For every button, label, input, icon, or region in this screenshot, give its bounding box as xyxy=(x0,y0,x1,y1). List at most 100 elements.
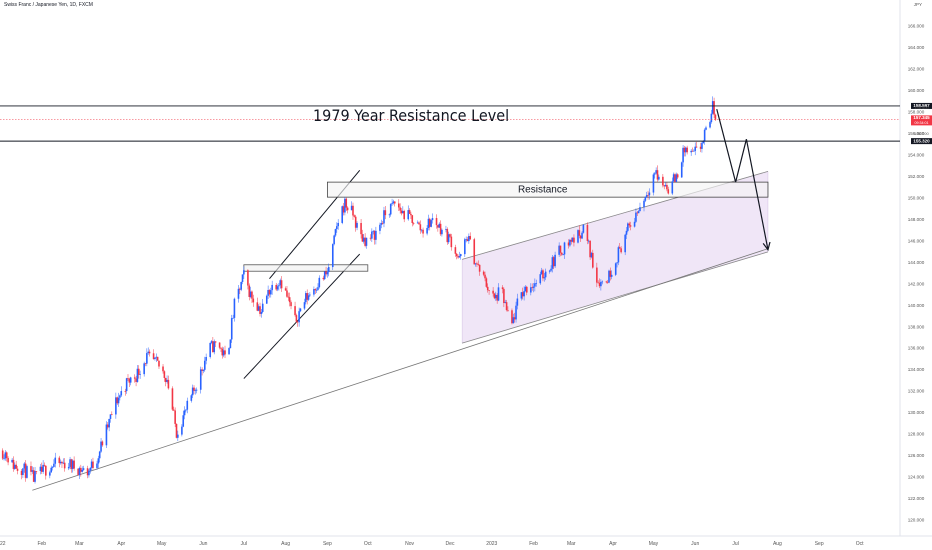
candle-body xyxy=(412,222,415,224)
candle-body xyxy=(173,409,175,411)
candle-body xyxy=(336,226,338,230)
candle-body xyxy=(174,410,176,424)
chart-title: Swiss Franc / Japanese Yen, 1D, FXCM xyxy=(4,2,93,8)
candle-body xyxy=(578,230,581,236)
level-tag-upper xyxy=(911,102,932,109)
candle-body xyxy=(286,290,288,297)
candle-body xyxy=(705,127,707,130)
candle-body xyxy=(699,146,702,149)
candle-body xyxy=(100,441,102,452)
candle-body xyxy=(80,467,82,472)
candle-body xyxy=(428,218,431,227)
candle-body xyxy=(201,369,203,371)
candle-body xyxy=(457,256,459,258)
candle-body xyxy=(372,230,375,232)
candle-body xyxy=(635,212,637,222)
candle-body xyxy=(290,302,292,307)
resistance-level-label: 1979 Year Resistance Level xyxy=(313,106,509,125)
candle-body xyxy=(299,308,302,312)
candle-body xyxy=(620,248,622,253)
candle-body xyxy=(690,150,692,153)
candle-body xyxy=(333,235,335,245)
x-tick-label: Sep xyxy=(815,541,824,547)
candle-body xyxy=(199,369,202,390)
candle-body xyxy=(105,424,108,446)
y-tick-label: 164.000 xyxy=(908,45,925,50)
level-tag-lower xyxy=(911,138,932,145)
small-resistance-box[interactable] xyxy=(243,264,369,272)
candle-body xyxy=(691,150,694,152)
candle-body xyxy=(182,415,185,427)
level-tag-upper-text: 158.597 xyxy=(913,103,930,108)
candle-body xyxy=(354,216,357,228)
candle-body xyxy=(550,268,552,271)
candle-body xyxy=(185,409,187,411)
candle-body xyxy=(108,418,110,428)
candle-body xyxy=(305,293,307,303)
candle-body xyxy=(515,305,517,320)
price-axis[interactable]: 120.000 122.000 124.000 126.000 128.000 130.0… xyxy=(908,24,925,523)
candle-body xyxy=(473,239,476,265)
candle-body xyxy=(31,470,34,472)
candle-body xyxy=(288,297,291,303)
last-price-tag-text: 157.345 xyxy=(913,115,930,120)
candle-body xyxy=(119,395,121,398)
candle-body xyxy=(171,388,174,410)
candle-body xyxy=(683,147,686,153)
projection-arrow[interactable] xyxy=(716,108,771,252)
candle-body xyxy=(275,284,277,290)
y-tick-label: 122.000 xyxy=(908,496,925,501)
candle-body xyxy=(644,196,647,201)
candle-body xyxy=(23,463,26,469)
candle-body xyxy=(468,236,470,242)
candle-body xyxy=(124,391,127,392)
candle-body xyxy=(464,239,466,255)
y-tick-label: 162.000 xyxy=(908,67,925,72)
candle-body xyxy=(156,356,159,361)
candle-body xyxy=(69,459,71,467)
candle-body xyxy=(643,200,645,208)
candle-body xyxy=(350,205,353,211)
candle-body xyxy=(400,210,403,214)
candle-body xyxy=(81,469,83,472)
candle-body xyxy=(422,229,424,234)
level-tag-lower-text: 155.320 xyxy=(913,138,930,143)
candle-body xyxy=(233,298,236,318)
candle-body xyxy=(346,207,349,211)
candle-body xyxy=(5,452,8,459)
candle-body xyxy=(45,465,47,476)
candle-body xyxy=(164,377,167,382)
candle-body xyxy=(542,270,544,279)
resistance-box[interactable] xyxy=(326,181,769,198)
candles xyxy=(1,96,717,484)
candle-body xyxy=(561,252,563,255)
candle-body xyxy=(701,142,703,149)
candle-body xyxy=(361,234,364,242)
candle-body xyxy=(34,471,36,482)
long-trendline[interactable] xyxy=(32,248,769,491)
x-tick-label: 2023 xyxy=(486,541,497,547)
candle-body xyxy=(398,203,400,208)
candle-body xyxy=(505,302,508,311)
candle-body xyxy=(482,271,485,275)
candle-body xyxy=(342,206,345,213)
time-axis[interactable]: 2022 Feb Mar Apr May Jun Jul Aug Sep Oct Nov Dec 202… xyxy=(0,541,864,547)
candle-body xyxy=(318,277,321,288)
candle-body xyxy=(656,170,659,180)
channel-2023-bottom-line[interactable] xyxy=(462,251,769,344)
candle-body xyxy=(337,222,339,227)
candle-body xyxy=(455,253,458,257)
candle-body xyxy=(618,247,621,249)
candle-body xyxy=(497,287,500,301)
candle-body xyxy=(356,222,358,228)
candle-body xyxy=(212,341,214,353)
candle-body xyxy=(496,294,498,301)
candle-body xyxy=(191,387,194,396)
candle-body xyxy=(579,235,582,239)
candle-body xyxy=(230,318,233,340)
candle-body xyxy=(195,389,198,391)
channel-2022-lower-line[interactable] xyxy=(243,253,361,379)
candle-body xyxy=(127,378,129,379)
candle-body xyxy=(260,311,263,314)
